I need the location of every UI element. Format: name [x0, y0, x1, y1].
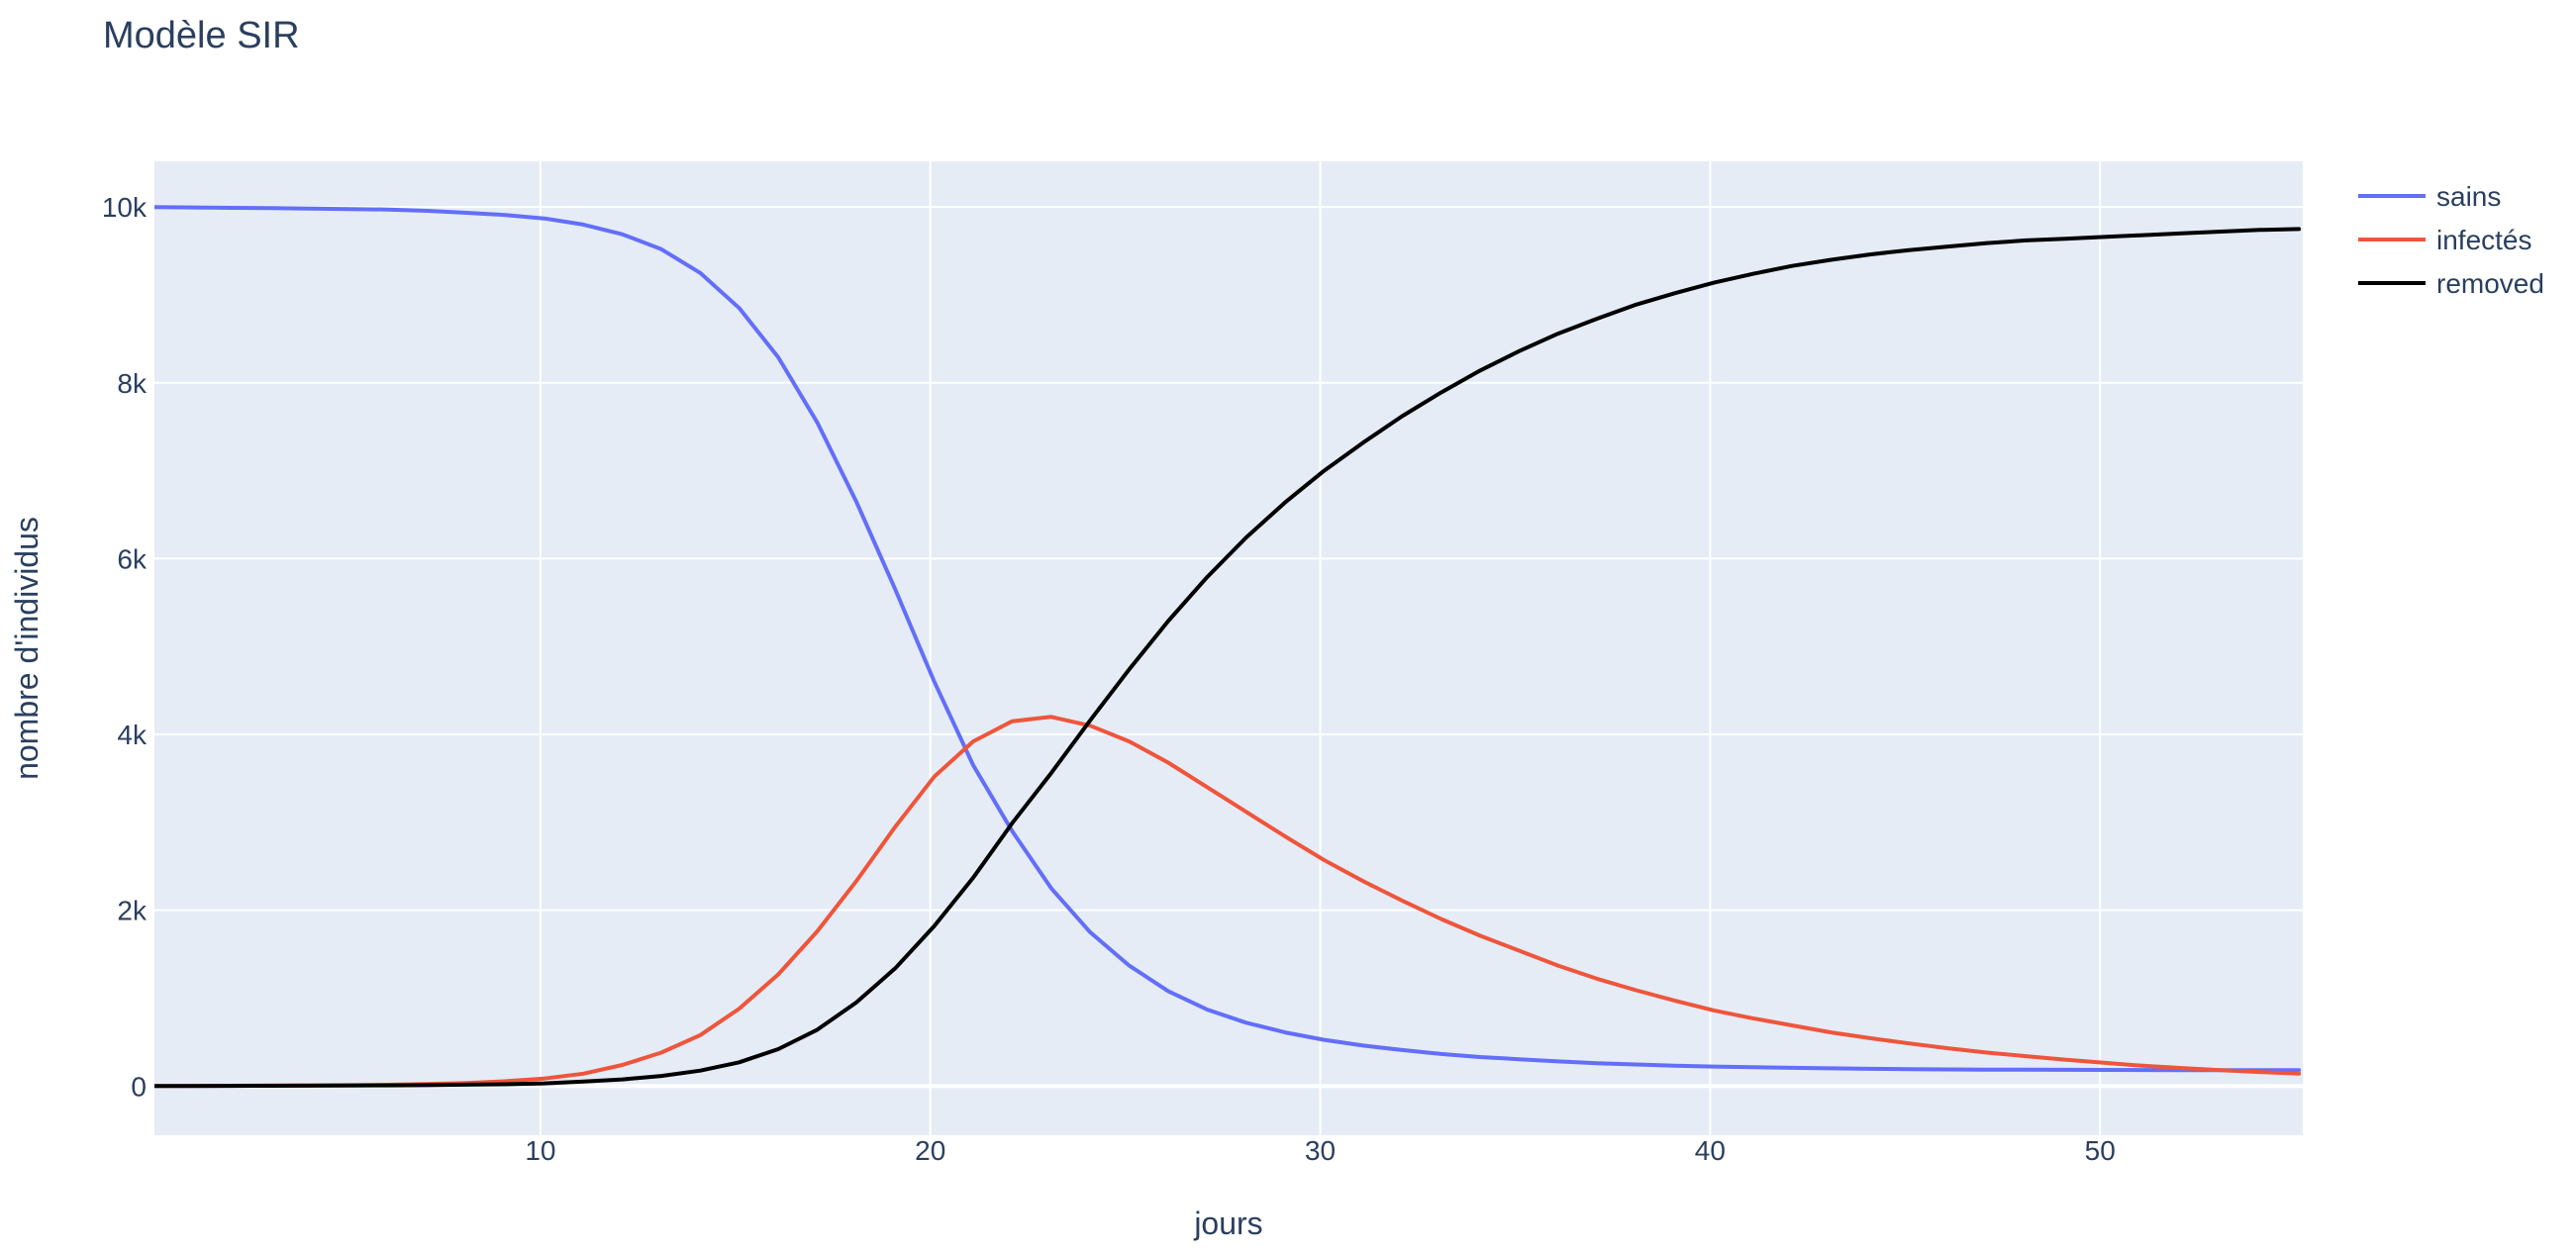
- legend-label-0[interactable]: sains: [2436, 181, 2501, 212]
- x-tick-label: 50: [2085, 1135, 2116, 1166]
- y-tick-label: 4k: [117, 720, 148, 750]
- series-line-2: [154, 227, 2302, 1089]
- y-tick-label: 2k: [117, 896, 148, 926]
- x-axis-ticks: 10 20 30 40 50: [525, 1135, 2115, 1166]
- y-axis-ticks: 0 2k 4k 6k 8k 10k: [102, 192, 148, 1102]
- x-tick-label: 30: [1305, 1135, 1336, 1166]
- x-tick-label: 20: [915, 1135, 945, 1166]
- series-line-1: [154, 715, 2302, 1089]
- legend-label-1[interactable]: infectés: [2436, 225, 2532, 255]
- chart-title: Modèle SIR: [103, 15, 300, 56]
- legend: sains infectés removed: [2358, 181, 2544, 299]
- x-tick-label: 10: [525, 1135, 555, 1166]
- y-tick-label: 0: [131, 1071, 147, 1102]
- grid-lines: [154, 161, 2303, 1135]
- series-lines: [154, 205, 2302, 1089]
- legend-label-2[interactable]: removed: [2436, 268, 2544, 299]
- x-tick-label: 40: [1695, 1135, 1726, 1166]
- y-tick-label: 8k: [117, 368, 148, 399]
- y-tick-label: 10k: [102, 192, 148, 223]
- plot-area: [154, 161, 2303, 1135]
- x-axis-title: jours: [1193, 1206, 1262, 1241]
- y-tick-label: 6k: [117, 543, 148, 574]
- series-line-0: [154, 205, 2302, 1073]
- y-axis-title: nombre d'individus: [9, 517, 45, 780]
